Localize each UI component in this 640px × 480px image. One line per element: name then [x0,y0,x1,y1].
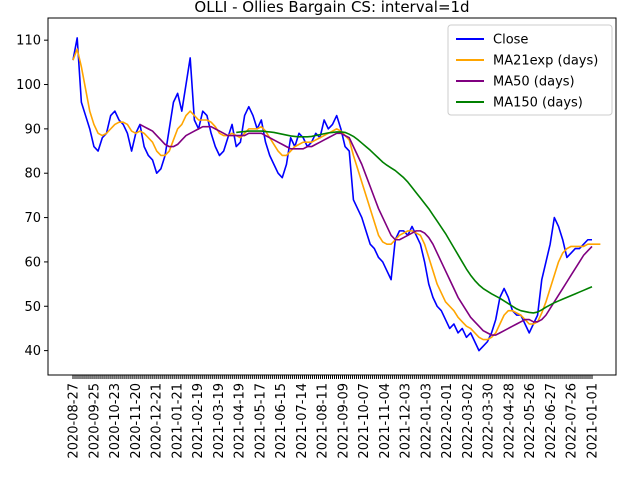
x-tick-label: 2020-08-27 [67,383,82,459]
x-tick-label: 2021-05-17 [253,383,268,459]
x-tick-label: 2020-12-21 [150,383,165,459]
x-tick-label: 2021-06-15 [274,383,289,459]
x-tick-label: 2020-10-23 [108,383,123,459]
legend-box [447,24,613,116]
x-tick-label: 2022-02-01 [440,383,455,459]
x-tick-label: 2021-07-14 [295,383,310,459]
x-tick-label: 2021-09-09 [336,383,351,459]
chart-title: OLLI - Ollies Bargain CS: interval=1d [194,0,469,16]
x-tick-label: 2021-10-07 [357,383,372,459]
y-tick-label: 70 [24,211,41,226]
x-tick-label: 2022-04-28 [502,383,517,459]
y-tick-label: 40 [24,344,41,359]
x-tick-label: 2021-01-01 [586,383,601,459]
series-line-0 [72,37,592,352]
x-tick-label: 2021-03-19 [212,383,227,459]
x-tick-label: 2022-01-03 [419,383,434,459]
x-tick-label: 2021-01-21 [170,383,185,459]
y-tick-label: 60 [24,255,41,270]
legend-label: MA150 (days) [493,96,583,111]
x-tick-label: 2020-09-25 [87,383,102,459]
y-tick-label: 110 [16,34,41,49]
x-tick-label: 2022-07-26 [565,383,580,459]
series-line-3 [236,130,593,314]
y-tick-label: 100 [16,78,41,93]
x-tick-label: 2021-08-11 [316,383,331,459]
legend-label: Close [493,33,528,48]
x-tick-label: 2021-12-03 [399,383,414,459]
x-tick-label: 2021-02-19 [191,383,206,459]
x-axis: 2020-08-27 2020-09-25 2020-10-23 2020-11-20… [67,375,601,459]
legend-label: MA21exp (days) [493,54,598,69]
legend-label: MA50 (days) [493,75,575,90]
x-tick-label: 2022-05-26 [523,383,538,459]
plot-area [72,37,601,352]
x-tick-label: 2022-03-02 [461,383,476,459]
y-tick-label: 50 [24,300,41,315]
x-tick-label: 2022-03-30 [482,383,497,459]
legend: Close MA21exp (days) MA50 (days) MA150 (day… [447,24,613,116]
x-tick-label: 2021-11-04 [378,383,393,459]
x-tick-label: 2022-06-27 [544,383,559,459]
x-tick-label: 2020-11-20 [129,383,144,459]
y-axis: 40 50 60 70 80 90 100 110 [16,34,48,359]
series-line-1 [72,48,601,341]
x-tick-label: 2021-04-19 [233,383,248,459]
series-line-2 [139,123,593,336]
y-tick-label: 90 [24,122,41,137]
y-tick-label: 80 [24,167,41,182]
